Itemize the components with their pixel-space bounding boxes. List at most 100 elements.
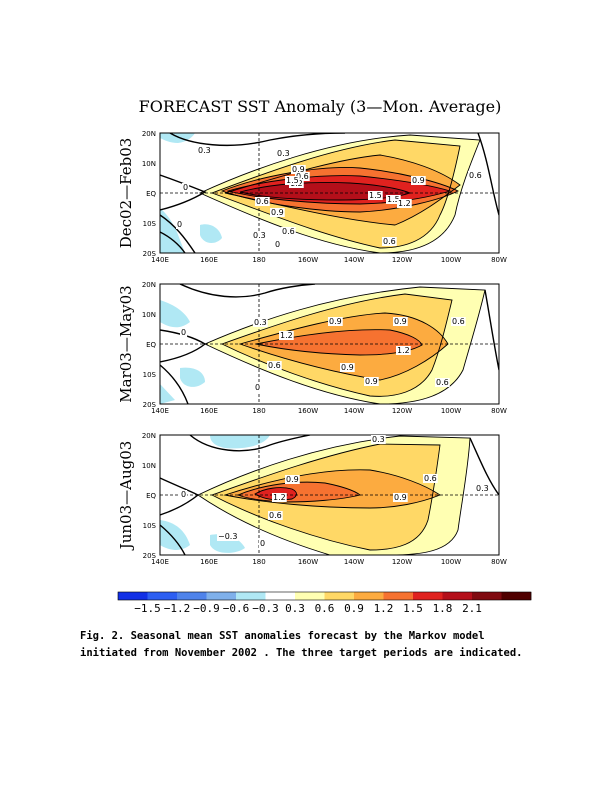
colorbar-tick-label: −0.6 [223, 602, 250, 615]
x-tick-label: 140W [344, 558, 364, 566]
y-tick-label: 20S [143, 552, 157, 560]
y-tick-label: 10S [143, 522, 157, 530]
contour-label: 0 [275, 240, 280, 249]
panel-mar03-may03: Mar03—May03 0.3 0.9 0.9 [117, 281, 507, 415]
x-tick-label: 180 [252, 558, 265, 566]
contour-label-halo [180, 490, 188, 499]
y-tick-label: EQ [146, 190, 156, 198]
colorbar-swatch [442, 592, 473, 600]
colorbar-swatch [147, 592, 178, 600]
contour-label: 0 [177, 220, 182, 229]
colorbar-swatch [354, 592, 384, 600]
contour-label-halo [393, 317, 408, 326]
colorbar-tick-label: −1.5 [134, 602, 161, 615]
x-tick-label: 160E [200, 558, 218, 566]
contour-label: 0.6 [296, 172, 309, 181]
contour-label-halo [328, 317, 343, 326]
x-axis: 140E 160E 180 160W 140W 120W 100W 80W [151, 558, 507, 566]
contour-label: 0.9 [329, 317, 342, 326]
contour-label-halo [435, 378, 450, 387]
contour-label-halo [285, 475, 300, 484]
contour-labels: 0.3 0.9 0.9 0.6 1.2 1.2 0 0.6 0.9 0.9 0.… [180, 317, 466, 392]
contour-label-halo [254, 383, 262, 392]
contour-label: 0.9 [341, 363, 354, 372]
x-tick-label: 100W [441, 256, 461, 264]
caption-line-1: Fig. 2. Seasonal mean SST anomalies fore… [80, 630, 485, 642]
contour-label-halo [397, 199, 412, 208]
y-tick-label: 10S [143, 371, 157, 379]
contour-label-halo [291, 165, 306, 174]
colorbar-tick-label: −1.2 [164, 602, 191, 615]
contour-label-halo [217, 532, 239, 541]
colorbar-frame [117, 591, 532, 601]
contour-label: 0.6 [436, 378, 449, 387]
x-tick-label: 140W [344, 407, 364, 415]
colorbar-tick-label: −0.3 [252, 602, 279, 615]
colorbar-tick-label: 0.6 [315, 602, 335, 615]
contour-label: 0.9 [394, 493, 407, 502]
contour-label: 0.9 [412, 176, 425, 185]
contour-label: 0.6 [424, 474, 437, 483]
contour-label-halo [279, 331, 294, 340]
contour-label: 0 [183, 183, 188, 192]
colorbar-swatch [118, 592, 148, 600]
contour-label: 0.3 [476, 484, 489, 493]
y-tick-label: 10N [142, 311, 156, 319]
contour-label-halo [295, 172, 310, 181]
contour-label: 1.2 [397, 346, 410, 355]
colorbar-tick-label: 0.3 [285, 602, 305, 615]
contour-label: 0.3 [277, 149, 290, 158]
contour-label: 0.9 [286, 475, 299, 484]
contour-label: 0.9 [394, 317, 407, 326]
colorbar-swatch [295, 592, 325, 600]
colorbar-tick-label: 1.5 [403, 602, 423, 615]
contour-label: 0.6 [269, 511, 282, 520]
x-tick-label: 120W [392, 256, 412, 264]
y-tick-label: EQ [146, 341, 156, 349]
x-tick-label: 140E [151, 558, 169, 566]
contour-label-halo [197, 146, 212, 155]
x-tick-label: 160W [298, 558, 318, 566]
contour-label-halo [364, 377, 379, 386]
contour-label-halo [411, 176, 426, 185]
contour-labels: 0.3 0.9 0.6 0.3 1.2 0.9 0 0.6 −0.3 0 [180, 435, 490, 548]
colorbar-tick-label: 0.9 [344, 602, 364, 615]
y-tick-label: 20N [142, 281, 156, 289]
x-tick-label: 100W [441, 407, 461, 415]
x-tick-label: 160W [298, 256, 318, 264]
y-axis: 20N 10N EQ 10S 20S [142, 281, 157, 409]
contour-label-halo [252, 231, 267, 240]
colorbar-tick-label: 1.2 [374, 602, 394, 615]
panel-jun03-aug03: Jun03—Aug03 0.3 0.9 [117, 432, 507, 566]
x-tick-label: 140E [151, 256, 169, 264]
y-tick-label: 20N [142, 130, 156, 138]
contour-label: 0.6 [256, 197, 269, 206]
colorbar-tick-label: 1.8 [433, 602, 453, 615]
contour-label: 0 [255, 383, 260, 392]
contour-label-halo [475, 484, 490, 493]
x-axis: 140E 160E 180 160W 140W 120W 100W 80W [151, 407, 507, 415]
colorbar-swatch [177, 592, 207, 600]
contour-label-halo [396, 346, 411, 355]
x-tick-label: 80W [491, 256, 507, 264]
contour-label-halo [386, 195, 401, 204]
contour-label-halo [451, 317, 466, 326]
contour-label-halo [423, 474, 438, 483]
contour-label-halo [393, 493, 408, 502]
contour-label: 0.3 [254, 318, 267, 327]
x-tick-label: 160E [200, 256, 218, 264]
colorbar-swatch [383, 592, 414, 600]
contour-label: −0.3 [218, 532, 237, 541]
contour-label: 0.3 [253, 231, 266, 240]
colorbar-tick-label: 2.1 [462, 602, 482, 615]
x-tick-label: 160W [298, 407, 318, 415]
contour-label-halo [268, 511, 283, 520]
y-axis: 20N 10N EQ 10S 20S [142, 130, 157, 258]
contour-label-halo [270, 208, 285, 217]
panel-label: Jun03—Aug03 [117, 441, 135, 552]
contour-label: 0.6 [452, 317, 465, 326]
colorbar: −1.5 −1.2 −0.9 −0.6 −0.3 0.3 0.6 0.9 1.2 1.5 1.8 2.… [117, 591, 532, 615]
colorbar-swatch [236, 592, 266, 600]
x-tick-label: 100W [441, 558, 461, 566]
